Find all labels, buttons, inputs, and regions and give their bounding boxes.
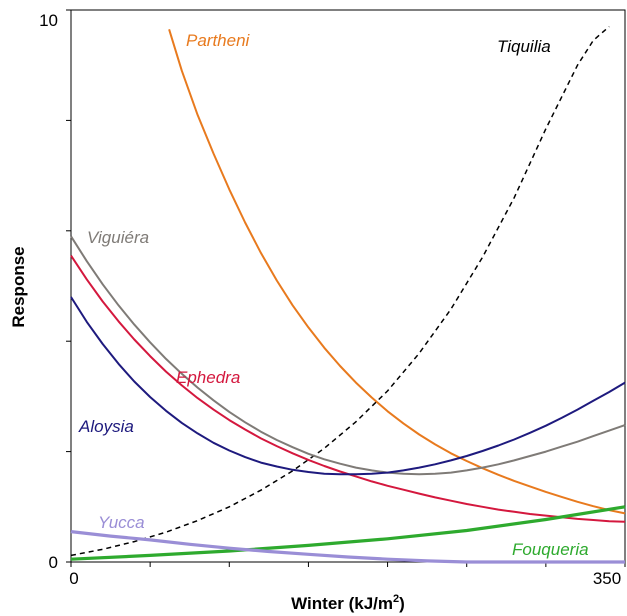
plot-area — [70, 9, 626, 563]
x-axis-title-text: Winter (kJ/m — [291, 594, 393, 613]
series-label-ephedra: Ephedra — [176, 368, 240, 387]
y-axis-title: Response — [9, 246, 28, 327]
series-label-aloysia: Aloysia — [78, 417, 134, 436]
series-line-fouqueria — [70, 505, 626, 561]
series-line-yucca — [70, 530, 625, 564]
series-line-tiquilia — [70, 26, 610, 557]
series-line-viguiera — [70, 235, 626, 476]
series-label-yucca: Yucca — [98, 513, 145, 532]
y-tick-label-max: 10 — [39, 11, 58, 30]
x-axis-title: Winter (kJ/m2) — [291, 593, 405, 613]
x-tick-label-min: 0 — [69, 569, 78, 588]
series-line-partheni — [168, 29, 626, 515]
y-tick-label-min: 0 — [49, 553, 58, 572]
series-label-fouqueria: Fouqueria — [512, 540, 589, 559]
series-line-aloysia — [70, 296, 626, 476]
series-label-viguiera: Viguiéra — [87, 228, 149, 247]
series-label-partheni: Partheni — [186, 31, 251, 50]
x-axis-title-close: ) — [399, 594, 405, 613]
x-tick-label-max: 350 — [593, 569, 621, 588]
x-axis-title-sup: 2 — [393, 593, 399, 605]
series-label-tiquilia: Tiquilia — [497, 37, 551, 56]
plot-frame — [70, 9, 626, 563]
series-labels: Partheni Tiquilia Viguiéra Ephedra Aloysia Fo… — [78, 31, 589, 559]
series-lines — [70, 26, 626, 564]
